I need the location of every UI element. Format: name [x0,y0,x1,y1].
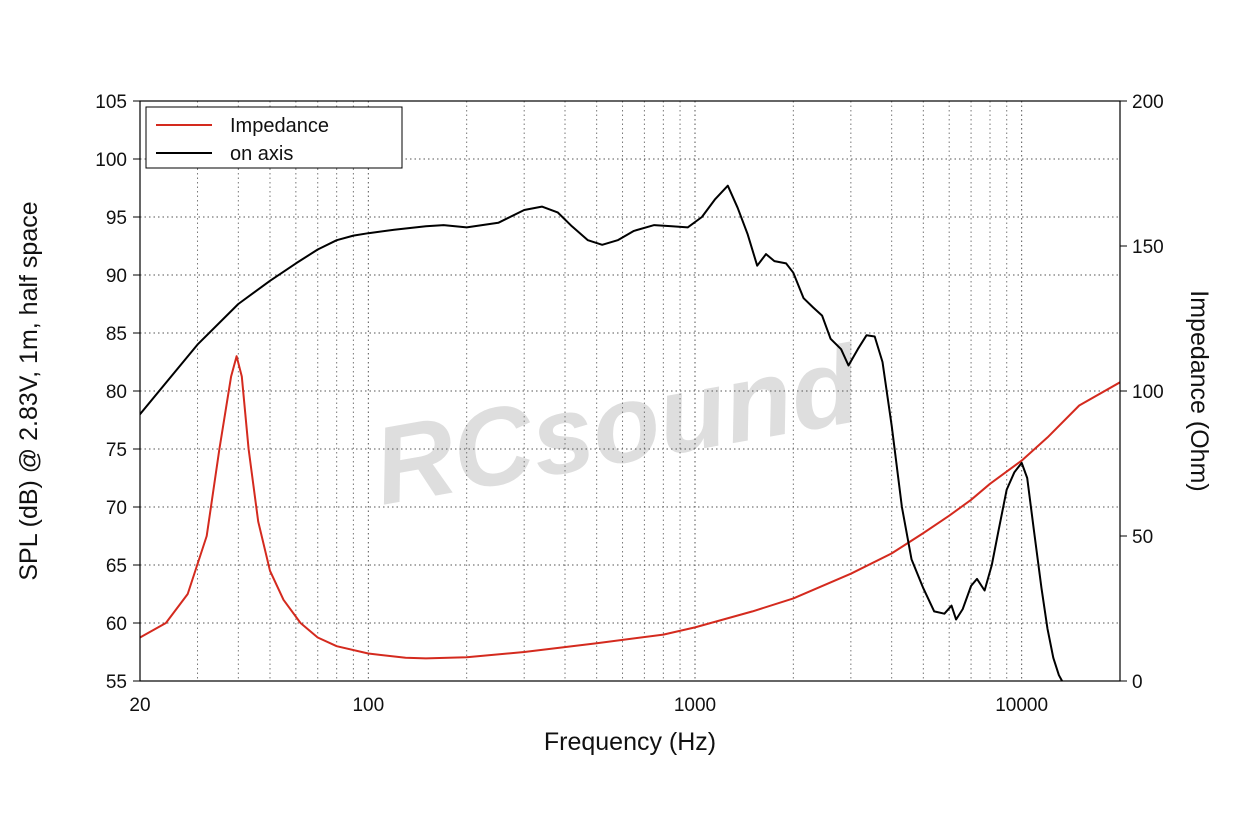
right-y-tick-label: 0 [1132,672,1143,693]
left-y-tick-label: 85 [106,324,127,345]
series-line-on-axis [140,184,1064,681]
x-axis-title: Frequency (Hz) [544,728,716,756]
x-tick-label: 10000 [995,695,1048,716]
left-y-tick-label: 60 [106,614,127,635]
left-y-tick-label: 100 [95,150,127,171]
left-y-tick-label: 105 [95,92,127,113]
rcsound-watermark-logo: RCsound [365,322,871,529]
x-tick-label: 100 [352,695,384,716]
left-y-tick-label: 95 [106,208,127,229]
left-y-tick-label: 90 [106,266,127,287]
legend: Impedance on axis [145,106,403,169]
legend-label-on-axis: on axis [230,143,293,165]
right-y-tick-label: 100 [1132,382,1164,403]
left-y-axis-ticks: 55 60 65 70 75 80 85 90 95 100 105 [95,92,140,693]
x-tick-label: 1000 [674,695,716,716]
left-y-axis-title: SPL (dB) @ 2.83V, 1m, half space [15,201,43,580]
left-y-tick-label: 80 [106,382,127,403]
right-y-tick-label: 50 [1132,527,1153,548]
x-axis-ticks: 20 100 1000 10000 [129,695,1048,716]
right-y-axis-ticks: 0 50 100 150 200 [1120,92,1164,693]
right-y-tick-label: 150 [1132,237,1164,258]
series-lines [140,184,1120,681]
right-y-axis-title: Impedance (Ohm) [1185,290,1213,491]
left-y-tick-label: 55 [106,672,127,693]
right-y-tick-label: 200 [1132,92,1164,113]
legend-box [145,106,403,169]
left-y-tick-label: 75 [106,440,127,461]
legend-label-impedance: Impedance [230,115,329,137]
left-y-tick-label: 70 [106,498,127,519]
series-line-impedance [140,355,1120,660]
x-tick-label: 20 [129,695,150,716]
left-y-tick-label: 65 [106,556,127,577]
